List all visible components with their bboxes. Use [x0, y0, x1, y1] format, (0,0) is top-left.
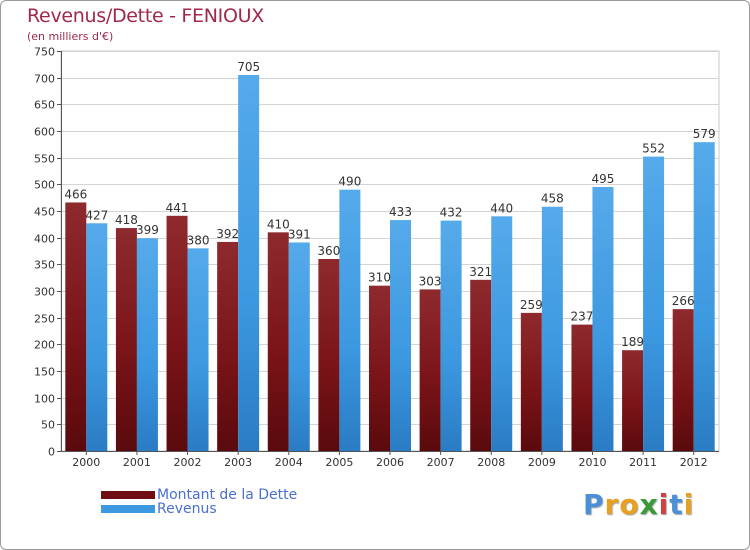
bar-debt-2010 [571, 324, 593, 451]
data-label-debt-2011: 189 [621, 335, 644, 349]
data-label-revenus-2000: 427 [85, 208, 108, 222]
x-tick-label: 2010 [578, 456, 606, 469]
data-label-debt-2007: 303 [419, 274, 442, 288]
y-tick-label: 500 [34, 179, 55, 192]
bar-revenus-2003 [238, 75, 260, 451]
bar-debt-2001 [115, 228, 137, 451]
bar-debt-2003 [217, 241, 239, 451]
legend-label-debt: Montant de la Dette [157, 487, 298, 503]
data-label-debt-2009: 259 [520, 298, 543, 312]
data-label-revenus-2004: 391 [288, 227, 311, 241]
x-tick-label: 2009 [528, 456, 556, 469]
data-label-debt-2003: 392 [216, 227, 239, 241]
x-tick-label: 2003 [224, 456, 252, 469]
y-tick-label: 200 [34, 339, 55, 352]
data-label-debt-2012: 266 [672, 294, 695, 308]
proxiti-logo: Proxiti [583, 488, 695, 521]
y-tick-label: 100 [34, 393, 55, 406]
bar-revenus-2010 [592, 187, 614, 451]
data-label-revenus-2006: 433 [389, 205, 412, 219]
bar-debt-2011 [622, 350, 644, 451]
bar-revenus-2001 [136, 238, 158, 451]
bar-revenus-2009 [541, 206, 563, 451]
y-tick-label: 50 [41, 419, 55, 432]
bar-revenus-2007 [440, 220, 462, 451]
x-tick-label: 2006 [376, 456, 404, 469]
x-tick-label: 2011 [629, 456, 657, 469]
y-tick-label: 350 [34, 259, 55, 272]
bar-debt-2009 [520, 312, 542, 451]
x-tick-label: 2004 [275, 456, 303, 469]
data-label-debt-2000: 466 [64, 187, 87, 201]
data-label-revenus-2008: 440 [490, 201, 513, 215]
data-label-debt-2006: 310 [368, 271, 391, 285]
x-tick-label: 2002 [174, 456, 202, 469]
x-tick-label: 2005 [325, 456, 353, 469]
bar-revenus-2006 [390, 220, 411, 451]
data-label-debt-2005: 360 [317, 244, 340, 258]
bar-revenus-2000 [86, 223, 108, 451]
x-tick-label: 2012 [680, 456, 708, 469]
data-label-revenus-2007: 432 [440, 206, 463, 220]
bar-debt-2002 [166, 215, 188, 451]
data-label-debt-2008: 321 [469, 265, 492, 279]
data-label-debt-2010: 237 [571, 310, 594, 324]
chart-subtitle: (en milliers d'€) [27, 30, 114, 43]
y-tick-label: 600 [34, 126, 55, 139]
y-tick-label: 750 [34, 46, 55, 59]
legend-swatch-revenus [101, 505, 155, 513]
x-tick-label: 2008 [477, 456, 505, 469]
y-tick-label: 0 [48, 446, 55, 459]
legend-item-debt: Montant de la Dette [101, 488, 297, 502]
y-tick-label: 700 [34, 73, 55, 86]
bar-debt-2012 [672, 309, 694, 451]
data-label-revenus-2011: 552 [642, 142, 665, 156]
data-label-revenus-2003: 705 [237, 60, 260, 74]
data-label-revenus-2009: 458 [541, 192, 564, 206]
bar-debt-2007 [419, 289, 441, 451]
legend-label-revenus: Revenus [157, 501, 217, 517]
y-tick-label: 550 [34, 153, 55, 166]
data-label-revenus-2001: 399 [136, 223, 159, 237]
y-tick-label: 450 [34, 206, 55, 219]
y-tick-label: 250 [34, 313, 55, 326]
bar-revenus-2012 [693, 142, 715, 451]
bar-revenus-2008 [491, 216, 513, 451]
chart-title: Revenus/Dette - FENIOUX [27, 5, 264, 27]
data-label-debt-2001: 418 [115, 213, 138, 227]
legend-item-revenus: Revenus [101, 502, 217, 516]
data-label-revenus-2012: 579 [693, 127, 716, 141]
x-tick-label: 2007 [427, 456, 455, 469]
bar-debt-2004 [267, 232, 289, 451]
bar-revenus-2004 [288, 242, 310, 451]
x-tick-label: 2000 [72, 456, 100, 469]
y-tick-label: 150 [34, 366, 55, 379]
data-label-revenus-2005: 490 [338, 175, 361, 189]
y-tick-label: 400 [34, 233, 55, 246]
legend-swatch-debt [101, 491, 155, 499]
bar-revenus-2002 [187, 248, 209, 451]
bar-debt-2000 [65, 202, 87, 451]
bar-revenus-2005 [339, 189, 361, 451]
bar-debt-2005 [318, 259, 340, 451]
y-tick-label: 300 [34, 286, 55, 299]
data-label-revenus-2002: 380 [187, 233, 210, 247]
bar-revenus-2011 [643, 156, 665, 451]
y-tick-label: 650 [34, 99, 55, 112]
data-label-debt-2004: 410 [267, 217, 290, 231]
bar-debt-2006 [369, 285, 390, 451]
data-label-revenus-2010: 495 [592, 172, 615, 186]
bar-debt-2008 [470, 279, 492, 451]
x-tick-label: 2001 [123, 456, 151, 469]
data-label-debt-2002: 441 [166, 201, 189, 215]
